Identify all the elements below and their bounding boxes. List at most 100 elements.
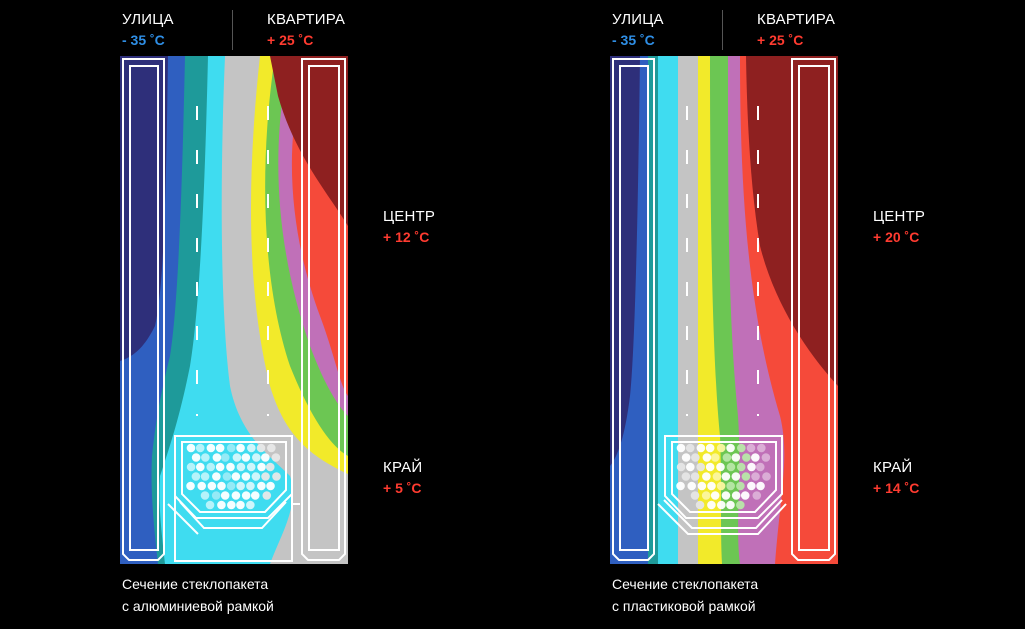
desiccant-bead bbox=[741, 472, 751, 481]
desiccant-bead bbox=[265, 462, 275, 472]
desiccant-bead bbox=[726, 481, 735, 491]
desiccant-bead bbox=[262, 491, 272, 500]
desiccant-bead bbox=[206, 462, 216, 472]
plastic-frame-panel: УЛИЦА - 35 ˚C КВАРТИРА + 25 ˚C bbox=[490, 0, 960, 629]
desiccant-bead bbox=[232, 453, 242, 462]
desiccant-bead bbox=[690, 491, 700, 500]
desiccant-bead bbox=[736, 462, 746, 472]
desiccant-bead bbox=[195, 443, 205, 453]
desiccant-bead bbox=[687, 481, 697, 491]
outside-label: УЛИЦА bbox=[612, 11, 664, 28]
aluminium-frame-panel: УЛИЦА - 35 ˚C КВАРТИРА + 25 ˚C bbox=[0, 0, 470, 629]
desiccant-bead bbox=[246, 500, 255, 510]
desiccant-bead bbox=[751, 472, 760, 481]
zone-navy bbox=[120, 56, 168, 361]
desiccant-bead bbox=[226, 481, 236, 491]
desiccant-bead bbox=[726, 443, 735, 453]
desiccant-bead bbox=[737, 443, 746, 453]
desiccant-bead bbox=[691, 453, 700, 462]
glass-panes bbox=[612, 58, 836, 561]
desiccant-bead bbox=[215, 462, 225, 472]
desiccant-bead bbox=[205, 500, 215, 510]
desiccant-bead bbox=[690, 472, 700, 481]
desiccant-bead bbox=[186, 481, 195, 491]
desiccant-bead bbox=[231, 472, 241, 481]
desiccant-bead bbox=[676, 443, 686, 453]
desiccant-bead bbox=[226, 443, 236, 453]
desiccant-bead bbox=[712, 472, 722, 481]
desiccant-bead bbox=[186, 443, 196, 453]
desiccant-beads bbox=[676, 443, 771, 510]
desiccant-bead bbox=[261, 453, 270, 462]
inside-temperature: + 25 ˚C bbox=[267, 32, 314, 48]
desiccant-bead bbox=[272, 472, 281, 481]
caption-line-1: Сечение стеклопакета bbox=[122, 576, 269, 592]
desiccant-bead bbox=[231, 491, 241, 500]
desiccant-bead bbox=[211, 491, 221, 500]
desiccant-bead bbox=[246, 462, 256, 472]
desiccant-bead bbox=[695, 500, 705, 510]
desiccant-bead bbox=[236, 443, 245, 453]
desiccant-bead bbox=[676, 462, 686, 472]
desiccant-bead bbox=[206, 443, 216, 453]
desiccant-bead bbox=[702, 453, 712, 462]
desiccant-bead bbox=[716, 443, 726, 453]
desiccant-bead bbox=[196, 462, 205, 472]
desiccant-bead bbox=[227, 500, 236, 510]
desiccant-bead bbox=[742, 453, 751, 462]
desiccant-bead bbox=[761, 453, 771, 462]
desiccant-bead bbox=[236, 462, 246, 472]
inside-temperature: + 25 ˚C bbox=[757, 32, 804, 48]
desiccant-beads bbox=[186, 443, 281, 510]
desiccant-bead bbox=[267, 443, 276, 453]
desiccant-bead bbox=[201, 453, 210, 462]
header-divider bbox=[722, 10, 723, 50]
desiccant-bead bbox=[752, 491, 762, 500]
zone-navy bbox=[610, 56, 640, 466]
desiccant-bead bbox=[702, 472, 711, 481]
desiccant-bead bbox=[736, 500, 745, 510]
desiccant-bead bbox=[757, 443, 766, 453]
glass-panes bbox=[122, 58, 346, 561]
desiccant-bead bbox=[731, 453, 741, 462]
desiccant-bead bbox=[252, 453, 261, 462]
desiccant-bead bbox=[721, 472, 731, 481]
desiccant-bead bbox=[241, 472, 251, 481]
desiccant-bead bbox=[716, 462, 725, 472]
caption-line-2: с пластиковой рамкой bbox=[612, 598, 756, 614]
desiccant-bead bbox=[222, 472, 232, 481]
outside-temperature: - 35 ˚C bbox=[612, 32, 655, 48]
desiccant-bead bbox=[686, 462, 695, 472]
desiccant-bead bbox=[697, 481, 707, 491]
desiccant-bead bbox=[212, 453, 222, 462]
desiccant-bead bbox=[236, 500, 245, 510]
edge-temperature: + 5 ˚C bbox=[383, 480, 422, 496]
desiccant-bead bbox=[250, 491, 260, 500]
center-temperature: + 12 ˚C bbox=[383, 229, 430, 245]
desiccant-bead bbox=[681, 472, 691, 481]
desiccant-bead bbox=[726, 500, 735, 510]
desiccant-bead bbox=[212, 472, 221, 481]
desiccant-bead bbox=[191, 453, 201, 462]
spacer-frame bbox=[167, 435, 300, 562]
desiccant-bead bbox=[716, 481, 726, 491]
desiccant-bead bbox=[681, 453, 691, 462]
desiccant-bead bbox=[261, 472, 270, 481]
desiccant-bead bbox=[241, 453, 251, 462]
desiccant-bead bbox=[726, 462, 736, 472]
caption-line-1: Сечение стеклопакета bbox=[612, 576, 759, 592]
desiccant-bead bbox=[762, 472, 771, 481]
desiccant-bead bbox=[731, 491, 741, 500]
desiccant-bead bbox=[751, 453, 760, 462]
desiccant-bead bbox=[220, 491, 230, 500]
pane-gap-lines bbox=[196, 106, 269, 416]
desiccant-bead bbox=[256, 443, 266, 453]
desiccant-bead bbox=[236, 481, 245, 491]
desiccant-bead bbox=[707, 500, 716, 510]
caption: Сечение стеклопакета с пластиковой рамко… bbox=[612, 573, 758, 617]
desiccant-bead bbox=[220, 453, 230, 462]
desiccant-bead bbox=[200, 491, 210, 500]
caption-line-2: с алюминиевой рамкой bbox=[122, 598, 274, 614]
desiccant-bead bbox=[722, 453, 732, 462]
desiccant-bead bbox=[731, 472, 741, 481]
